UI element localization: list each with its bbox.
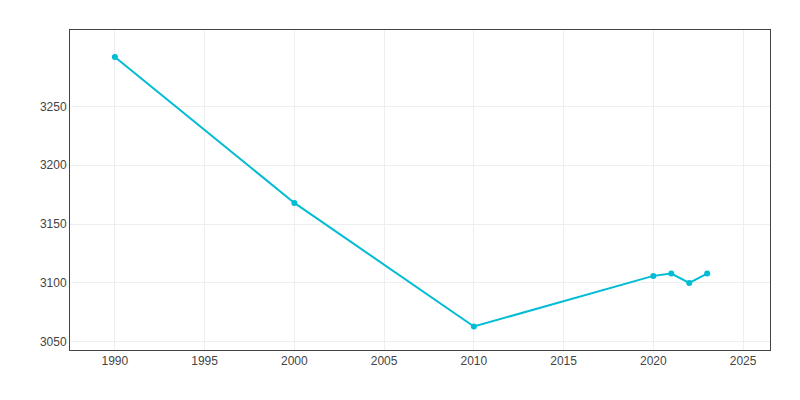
- svg-text:1995: 1995: [191, 354, 218, 368]
- svg-text:3100: 3100: [40, 276, 67, 290]
- svg-text:2010: 2010: [460, 354, 487, 368]
- svg-text:3200: 3200: [40, 158, 67, 172]
- svg-text:2015: 2015: [550, 354, 577, 368]
- svg-text:2020: 2020: [640, 354, 667, 368]
- svg-text:2000: 2000: [281, 354, 308, 368]
- svg-text:3050: 3050: [40, 335, 67, 349]
- svg-text:2005: 2005: [371, 354, 398, 368]
- svg-text:1990: 1990: [102, 354, 129, 368]
- svg-text:3150: 3150: [40, 217, 67, 231]
- svg-text:3250: 3250: [40, 100, 67, 114]
- svg-text:2025: 2025: [730, 354, 757, 368]
